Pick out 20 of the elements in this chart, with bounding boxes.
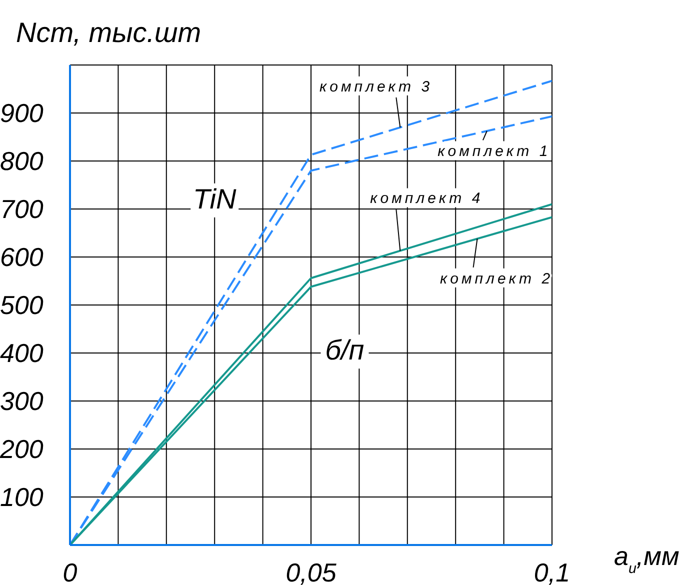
x-tick-label: 0,05 xyxy=(286,557,337,585)
annotation: б/п xyxy=(325,334,364,366)
annotation: TiN xyxy=(192,183,238,214)
series-label: комплект 3 xyxy=(320,78,433,96)
y-tick-label: 200 xyxy=(0,434,44,464)
x-tick-label: 0,1 xyxy=(534,557,570,585)
series-label: комплект 4 xyxy=(370,190,484,208)
x-axis-title: a$_{и}$,мм xyxy=(614,541,680,577)
y-tick-label: 900 xyxy=(0,98,44,128)
series-label: комплект 2 xyxy=(440,270,554,288)
y-tick-label: 800 xyxy=(0,146,44,176)
y-tick-label: 600 xyxy=(0,242,44,272)
y-axis-title: Nст, тыс.шт xyxy=(16,17,202,48)
x-tick-label: 0 xyxy=(62,557,78,585)
series-label: комплект 1 xyxy=(438,143,551,160)
y-tick-label: 400 xyxy=(0,338,44,368)
y-tick-label: 500 xyxy=(0,290,44,320)
y-tick-label: 100 xyxy=(0,482,44,512)
y-tick-label: 700 xyxy=(0,194,44,224)
y-tick-label: 300 xyxy=(0,386,44,416)
